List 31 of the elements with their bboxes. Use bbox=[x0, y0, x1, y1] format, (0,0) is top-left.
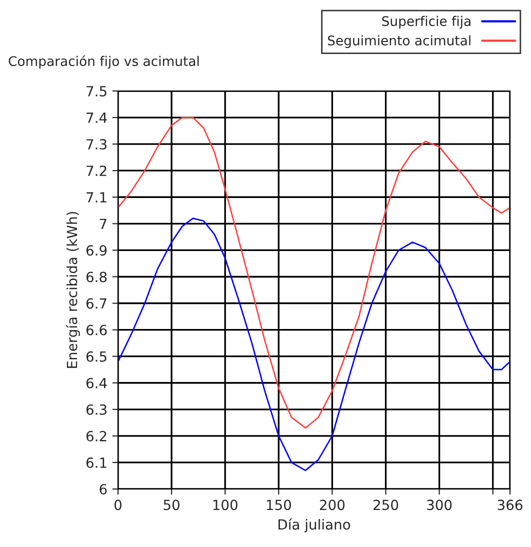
x-tick-label: 0 bbox=[114, 500, 122, 510]
x-tick-label: 250 bbox=[374, 500, 398, 510]
line-series bbox=[118, 116, 510, 429]
y-tick-label: 6.7 bbox=[86, 298, 106, 309]
y-tick-label: 7.4 bbox=[86, 112, 107, 123]
y-tick-label: 7.5 bbox=[86, 86, 106, 96]
y-tick-label: 6.9 bbox=[86, 245, 107, 256]
y-tick-label: 7.3 bbox=[86, 139, 106, 150]
y-tick-label: 6 bbox=[100, 484, 107, 494]
y-tick-label: 6.1 bbox=[86, 457, 106, 468]
x-tick-label: 366 bbox=[498, 500, 522, 510]
y-tick-label: 6.6 bbox=[86, 324, 107, 336]
x-tick-label: 100 bbox=[213, 500, 238, 510]
line-series bbox=[118, 218, 510, 472]
y-tick-label: 6.4 bbox=[86, 378, 107, 388]
y-tick-label: 6.5 bbox=[86, 351, 106, 362]
y-tick-label: 7.2 bbox=[86, 166, 106, 176]
x-axis-title: Día juliano bbox=[278, 518, 350, 532]
y-tick-label: 6.8 bbox=[86, 272, 107, 282]
legend-label: Superficie fija bbox=[382, 16, 470, 29]
y-axis-title: Energía recibida (kWh) bbox=[66, 212, 80, 368]
y-tick-label: 7.1 bbox=[86, 192, 106, 202]
legend-label: Seguimiento acimutal bbox=[328, 35, 470, 48]
y-tick-label: 7 bbox=[100, 218, 106, 229]
x-tick-label: 150 bbox=[266, 500, 291, 510]
x-tick-label: 300 bbox=[427, 500, 452, 510]
chart-title: Comparación fijo vs acimutal bbox=[8, 55, 199, 69]
x-tick-label: 50 bbox=[164, 500, 180, 510]
x-tick-label: 200 bbox=[320, 500, 345, 510]
y-tick-label: 6.3 bbox=[86, 404, 106, 415]
y-tick-label: 6.2 bbox=[86, 430, 106, 442]
